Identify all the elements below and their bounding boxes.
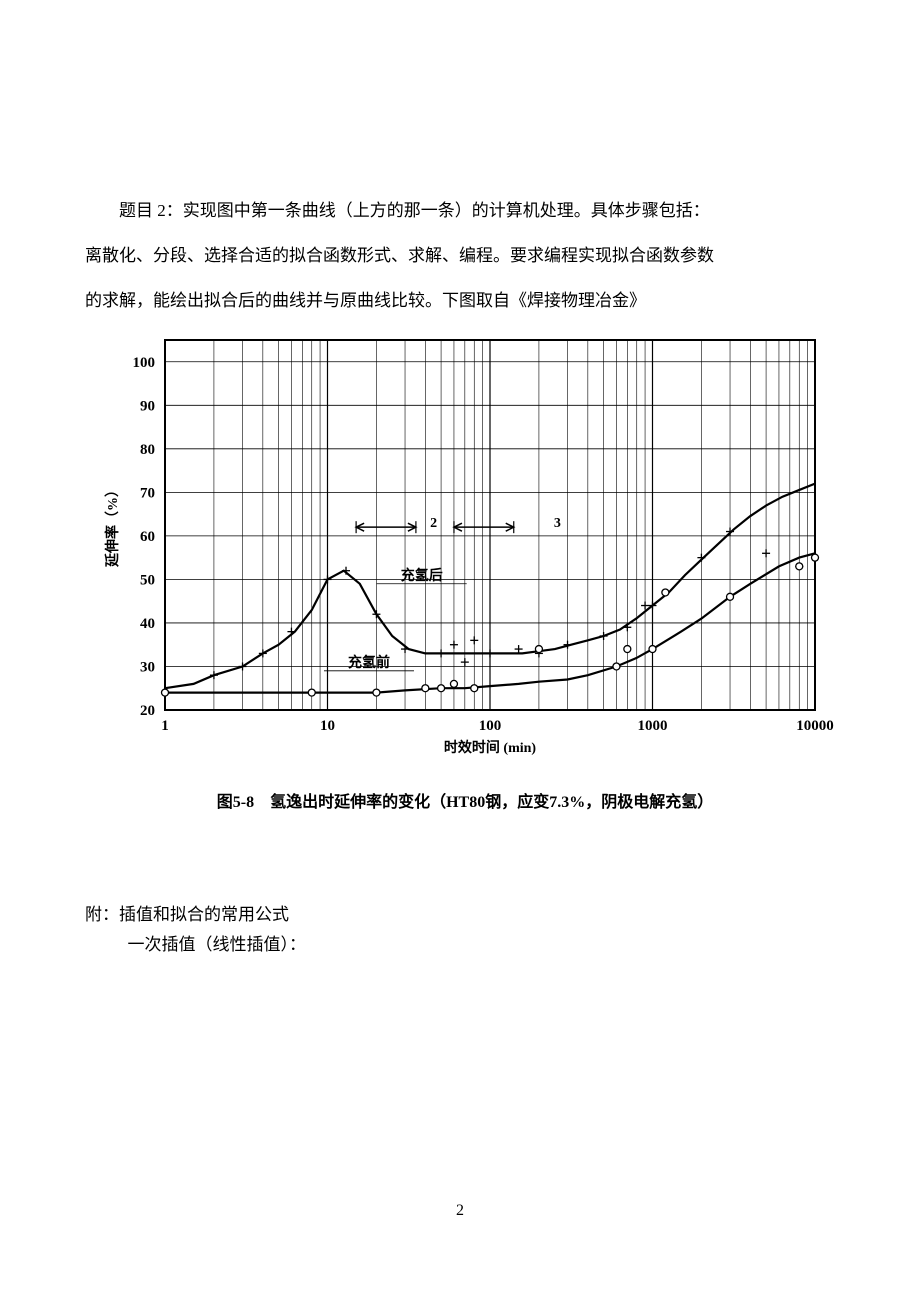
appendix-line-1: 附：插值和拟合的常用公式 <box>85 900 835 930</box>
svg-text:时效时间 (min): 时效时间 (min) <box>444 739 536 756</box>
svg-text:70: 70 <box>140 485 155 501</box>
svg-text:50: 50 <box>140 572 155 588</box>
svg-text:30: 30 <box>140 659 155 675</box>
svg-text:延伸率（%）: 延伸率（%） <box>104 483 121 568</box>
svg-text:40: 40 <box>140 616 155 632</box>
svg-text:10: 10 <box>320 718 335 734</box>
svg-text:60: 60 <box>140 529 155 545</box>
para-line-3: 的求解，能绘出拟合后的曲线并与原曲线比较。下图取自《焊接物理冶金》 <box>85 287 835 315</box>
svg-text:90: 90 <box>140 398 155 414</box>
svg-text:80: 80 <box>140 442 155 458</box>
svg-text:1: 1 <box>161 718 169 734</box>
svg-text:100: 100 <box>133 355 156 371</box>
svg-text:10000: 10000 <box>796 718 834 734</box>
chart-svg: 2030405060708090100110100100010000延伸率（%）… <box>95 320 835 780</box>
figure-5-8: 2030405060708090100110100100010000延伸率（%）… <box>95 320 835 812</box>
svg-text:100: 100 <box>479 718 502 734</box>
svg-text:2: 2 <box>430 516 437 531</box>
svg-text:充氢前: 充氢前 <box>348 654 390 671</box>
para-line-1: 题目 2：实现图中第一条曲线（上方的那一条）的计算机处理。具体步骤包括： <box>85 197 835 225</box>
appendix-block: 附：插值和拟合的常用公式 一次插值（线性插值）： <box>85 900 835 960</box>
para-line-2: 离散化、分段、选择合适的拟合函数形式、求解、编程。要求编程实现拟合函数参数 <box>85 242 835 270</box>
svg-text:3: 3 <box>554 516 561 531</box>
figure-caption: 图5-8 氢逸出时延伸率的变化（HT80钢，应变7.3%，阴极电解充氢） <box>95 788 835 812</box>
svg-text:1000: 1000 <box>638 718 668 734</box>
caption-prefix: 图5-8 <box>217 794 254 811</box>
caption-main: 氢逸出时延伸率的变化（HT80钢，应变7.3%，阴极电解充氢） <box>270 794 713 811</box>
appendix-line-2: 一次插值（线性插值）： <box>85 930 835 960</box>
svg-text:充氢后: 充氢后 <box>401 567 443 584</box>
body-text: 题目 2：实现图中第一条曲线（上方的那一条）的计算机处理。具体步骤包括： 离散化… <box>85 180 835 332</box>
page-number: 2 <box>0 1202 920 1220</box>
svg-text:20: 20 <box>140 703 155 719</box>
